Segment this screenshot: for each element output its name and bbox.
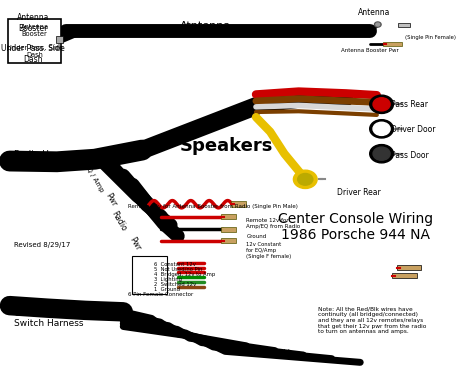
Text: Pwr: Pwr — [103, 191, 118, 208]
Text: Remote 12v for
Amp/EQ from Radio: Remote 12v for Amp/EQ from Radio — [246, 218, 301, 229]
FancyBboxPatch shape — [221, 227, 236, 232]
Text: Pass Rear: Pass Rear — [391, 100, 428, 109]
Text: 3  Lighting: 3 Lighting — [154, 277, 182, 282]
Text: 12v Constant
for EQ/Amp
(Single F female): 12v Constant for EQ/Amp (Single F female… — [246, 242, 292, 259]
Circle shape — [293, 170, 317, 188]
Text: Atntenna: Atntenna — [180, 21, 231, 31]
Text: Driver Door: Driver Door — [391, 126, 436, 134]
FancyBboxPatch shape — [383, 42, 402, 46]
Text: Ground: Ground — [246, 234, 267, 239]
Text: Center Console Wiring
1986 Porsche 944 NA: Center Console Wiring 1986 Porsche 944 N… — [278, 212, 433, 242]
Circle shape — [370, 95, 393, 113]
Text: Antenna: Antenna — [358, 8, 390, 17]
FancyBboxPatch shape — [221, 214, 236, 219]
Text: 6  Constant 12v: 6 Constant 12v — [154, 262, 196, 267]
Circle shape — [373, 98, 390, 111]
Circle shape — [370, 120, 393, 138]
FancyBboxPatch shape — [56, 36, 63, 43]
Text: 6 Pin Female Connector: 6 Pin Female Connector — [128, 292, 193, 297]
FancyBboxPatch shape — [8, 19, 61, 63]
Text: 1  Ground: 1 Ground — [154, 287, 180, 292]
Text: light: light — [275, 349, 291, 355]
Text: Antenna Booster Pwr: Antenna Booster Pwr — [341, 48, 399, 53]
Text: EQ / Amp: EQ / Amp — [83, 162, 104, 193]
Circle shape — [370, 145, 393, 163]
FancyBboxPatch shape — [221, 238, 236, 243]
Text: Remote 12v for Antenna Booster from Radio (Single Pin Male): Remote 12v for Antenna Booster from Radi… — [128, 204, 298, 209]
Text: 2  Switched 12v: 2 Switched 12v — [154, 282, 196, 287]
Text: Pass Door: Pass Door — [391, 151, 429, 160]
FancyBboxPatch shape — [398, 23, 410, 27]
FancyBboxPatch shape — [397, 265, 421, 270]
Text: Speakers: Speakers — [180, 137, 273, 156]
Circle shape — [298, 173, 313, 185]
Text: Note: All the Red/Blk wires have
continuity (all bridged/connected)
and they are: Note: All the Red/Blk wires have continu… — [318, 306, 426, 335]
Text: Pwr: Pwr — [127, 235, 142, 252]
Circle shape — [376, 23, 380, 26]
Text: Antenna
Booster

Under Pass. Side
Dash: Antenna Booster Under Pass. Side Dash — [7, 24, 63, 58]
FancyBboxPatch shape — [231, 201, 246, 207]
Circle shape — [374, 22, 381, 27]
Circle shape — [373, 122, 390, 135]
Text: (Single Pin Female): (Single Pin Female) — [405, 35, 456, 40]
Text: Radio Harness
Center Console: Radio Harness Center Console — [14, 149, 83, 169]
FancyBboxPatch shape — [392, 273, 417, 278]
Text: Revised 8/29/17: Revised 8/29/17 — [14, 242, 71, 248]
Circle shape — [373, 147, 390, 160]
Text: Driver Rear: Driver Rear — [337, 188, 380, 197]
Text: Antenna
Booster

Under Pass. Side
Dash: Antenna Booster Under Pass. Side Dash — [1, 13, 65, 64]
Text: 5  Not Used/no Pin: 5 Not Used/no Pin — [154, 267, 202, 272]
FancyBboxPatch shape — [132, 256, 167, 294]
Text: 4  Bridged, 12v to Amp: 4 Bridged, 12v to Amp — [154, 272, 215, 277]
Text: Radio: Radio — [109, 210, 128, 233]
Text: Center Console
Switch Harness: Center Console Switch Harness — [14, 309, 84, 328]
